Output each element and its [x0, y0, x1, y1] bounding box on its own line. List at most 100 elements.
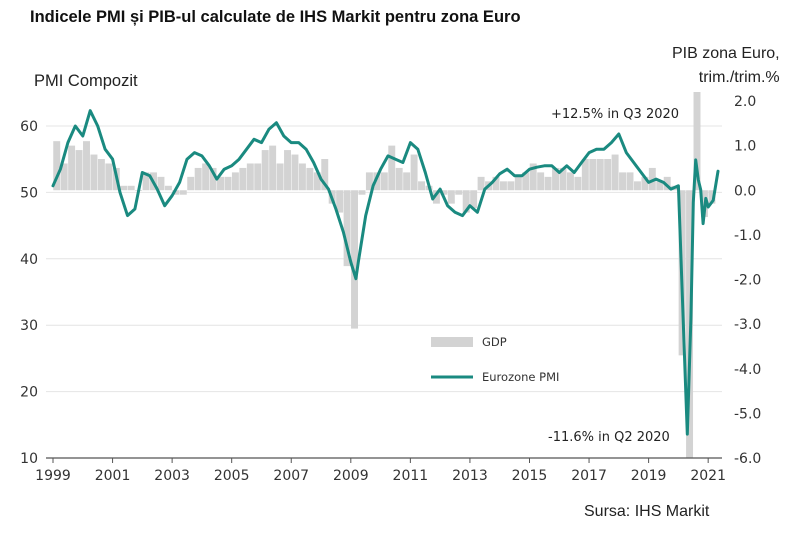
gdp-bar: [217, 176, 224, 191]
gdp-bar: [127, 185, 135, 191]
x-tick-label: 2021: [690, 468, 726, 484]
left-axis-title: PMI Compozit: [34, 72, 138, 90]
gdp-bar: [75, 150, 83, 191]
y-left-tick-label: 30: [20, 318, 38, 334]
gdp-bar: [403, 172, 411, 191]
gdp-bar: [589, 159, 597, 191]
annotation-q3-2020: +12.5% in Q3 2020: [551, 107, 679, 122]
x-tick-label: 2015: [512, 468, 548, 484]
gdp-bar: [641, 176, 649, 191]
gdp-bar: [477, 176, 485, 191]
x-tick-label: 2003: [154, 468, 190, 484]
gdp-bar: [336, 190, 344, 213]
gdp-bar: [157, 176, 165, 191]
y-right-tick-label: -2.0: [734, 273, 761, 289]
x-tick-label: 2001: [95, 468, 131, 484]
gdp-bar: [611, 154, 619, 191]
gdp-bar: [522, 172, 530, 191]
gdp-bar: [313, 172, 321, 191]
gdp-bar: [239, 167, 247, 191]
gdp-bar: [254, 163, 262, 191]
y-right-tick-label: -5.0: [734, 406, 761, 422]
pmi-line-group: [51, 109, 720, 436]
x-tick-label: 2017: [571, 468, 607, 484]
gdp-bar: [566, 172, 574, 191]
right-axis-title-line-2: trim./trim.%: [698, 69, 780, 86]
gdp-bar: [358, 190, 366, 195]
gdp-bar: [648, 167, 656, 191]
gdp-bar: [231, 172, 239, 191]
gdp-bar: [83, 141, 90, 191]
gdp-bar: [432, 190, 440, 204]
y-right-tick-label: -3.0: [734, 317, 761, 333]
annotation-q2-2020: -11.6% in Q2 2020: [548, 430, 670, 445]
gdp-bar: [507, 181, 515, 191]
gdp-bar: [306, 167, 314, 191]
gdp-bar: [447, 190, 455, 204]
legend-pmi-label: Eurozone PMI: [482, 370, 559, 384]
gdp-bar: [261, 150, 269, 191]
gdp-bar: [544, 176, 552, 191]
x-axis-ticks: 1999 2001 2003 2005 2007 2009 2011 2013 2015 2017…: [35, 458, 726, 484]
gdp-bar: [395, 167, 403, 191]
gdp-bar: [343, 190, 351, 267]
gdp-bar: [418, 181, 426, 191]
gdp-bar: [581, 159, 589, 191]
x-tick-label: 2005: [214, 468, 250, 484]
gdp-bar: [596, 159, 604, 191]
gdp-bar: [246, 163, 254, 191]
right-axis-title: PIB zona Euro, trim./trim.%: [672, 42, 780, 90]
gdp-bar: [656, 181, 664, 191]
gdp-bar: [202, 163, 210, 191]
gdp-bar: [142, 172, 150, 191]
gdp-bar: [60, 163, 68, 191]
gdp-bar: [537, 172, 545, 191]
y-left-tick-label: 20: [20, 385, 38, 401]
gdp-bar: [492, 176, 500, 191]
gdp-bar: [269, 145, 277, 191]
gdp-bar: [351, 190, 359, 329]
x-tick-label: 1999: [35, 468, 71, 484]
gdp-bar: [172, 190, 180, 195]
gdp-bar: [298, 163, 306, 191]
gdp-bar: [470, 190, 478, 209]
gdp-bars: [53, 92, 716, 458]
gdp-bar: [440, 190, 448, 195]
y-right-tick-label: 1.0: [734, 139, 756, 155]
gdp-bar: [663, 176, 671, 191]
gdp-bar: [626, 172, 634, 191]
gdp-bar: [187, 176, 195, 191]
gdp-bar: [559, 167, 567, 191]
y-right-tick-label: -1.0: [734, 228, 761, 244]
x-tick-label: 2007: [273, 468, 309, 484]
gdp-bar: [633, 181, 641, 191]
gdp-bar: [105, 163, 113, 191]
x-tick-label: 2019: [631, 468, 667, 484]
right-axis-ticks: 2.0 1.0 0.0 -1.0 -2.0 -3.0 -4.0 -5.0 -6.0: [734, 94, 761, 467]
x-tick-label: 2013: [452, 468, 488, 484]
gdp-bar: [410, 154, 418, 191]
gdp-bar: [514, 176, 522, 191]
legend-gdp-swatch: [431, 337, 473, 347]
pmi-line: [51, 109, 720, 436]
gdp-bar: [120, 185, 128, 191]
gdp-bar: [209, 167, 217, 191]
gdp-bar: [552, 167, 560, 191]
gdp-bar: [164, 185, 172, 191]
legend: GDP Eurozone PMI: [431, 335, 559, 384]
legend-gdp-label: GDP: [482, 335, 507, 349]
gdp-bar: [380, 172, 388, 191]
gdp-bar: [179, 190, 187, 195]
y-left-tick-label: 40: [20, 252, 38, 268]
gdp-bar: [276, 163, 284, 191]
gdp-bar: [291, 154, 299, 191]
gdp-bar: [693, 92, 701, 191]
y-left-tick-label: 50: [20, 185, 38, 201]
source-note: Sursa: IHS Markit: [584, 503, 710, 520]
x-tick-label: 2009: [333, 468, 369, 484]
gdp-bar: [604, 159, 612, 191]
gdp-bar: [499, 181, 507, 191]
gdp-bar: [284, 150, 291, 191]
gdp-bar: [455, 190, 463, 195]
